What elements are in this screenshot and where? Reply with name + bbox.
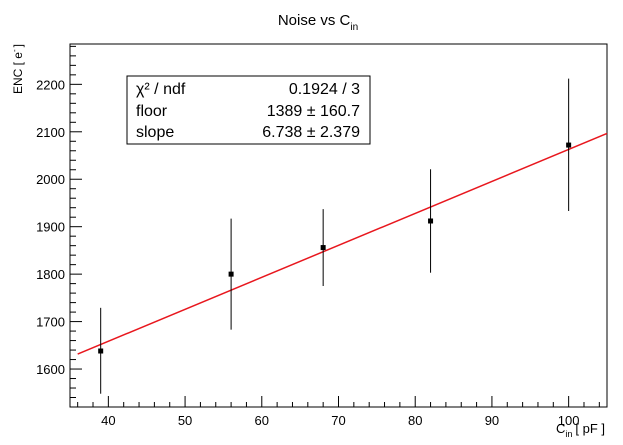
x-tick-label: 40 (101, 413, 115, 428)
y-axis-label-close: ] (11, 44, 25, 47)
stats-box: χ² / ndf 0.1924 / 3 floor 1389 ± 160.7 s… (126, 75, 371, 145)
data-point (228, 271, 234, 277)
chart-title-subscript: in (350, 22, 358, 33)
x-tick-label: 100 (558, 413, 580, 428)
stats-label-chi2: χ² / ndf (136, 81, 186, 98)
fit-line (77, 132, 608, 355)
x-axis-label: Cin[ pF ] (556, 421, 605, 439)
stats-value-chi2: 0.1924 / 3 (289, 81, 360, 98)
y-axis-ticks: 1600 1700 1800 1900 2000 2100 2200 (36, 45, 82, 408)
fit-layer (77, 132, 608, 355)
x-axis-label-unit: [ pF ] (575, 421, 605, 436)
data-points (98, 78, 572, 394)
y-tick-label: 1800 (36, 267, 65, 282)
data-point (320, 245, 326, 251)
x-tick-label: 80 (408, 413, 422, 428)
y-axis-label-main: ENC [ e (11, 52, 25, 94)
y-axis-label-superscript: - (10, 49, 19, 52)
stats-label-floor: floor (136, 103, 168, 120)
y-tick-label: 1900 (36, 220, 65, 235)
x-tick-label: 60 (255, 413, 269, 428)
stats-value-slope: 6.738 ± 2.379 (262, 124, 360, 141)
x-tick-label: 70 (331, 413, 345, 428)
chart-title: Noise vs Cin (278, 12, 358, 33)
stats-box-frame (126, 75, 371, 145)
x-tick-label: 90 (485, 413, 499, 428)
stats-value-floor: 1389 ± 160.7 (267, 103, 360, 120)
y-tick-label: 2200 (36, 77, 65, 92)
x-axis-ticks: 40 50 60 70 80 90 100 (77, 396, 600, 428)
x-axis-label-main: C (556, 421, 565, 436)
stats-label-slope: slope (136, 124, 174, 141)
y-axis-label: ENC [ e-] (10, 44, 25, 94)
data-point (98, 348, 104, 354)
y-tick-label: 2000 (36, 172, 65, 187)
data-point (566, 142, 572, 148)
y-tick-label: 1700 (36, 315, 65, 330)
x-tick-label: 50 (178, 413, 192, 428)
data-point (428, 218, 434, 224)
chart-title-main: Noise vs C (278, 12, 351, 29)
y-tick-label: 2100 (36, 125, 65, 140)
x-axis-label-subscript: in (565, 429, 572, 439)
y-tick-label: 1600 (36, 362, 65, 377)
